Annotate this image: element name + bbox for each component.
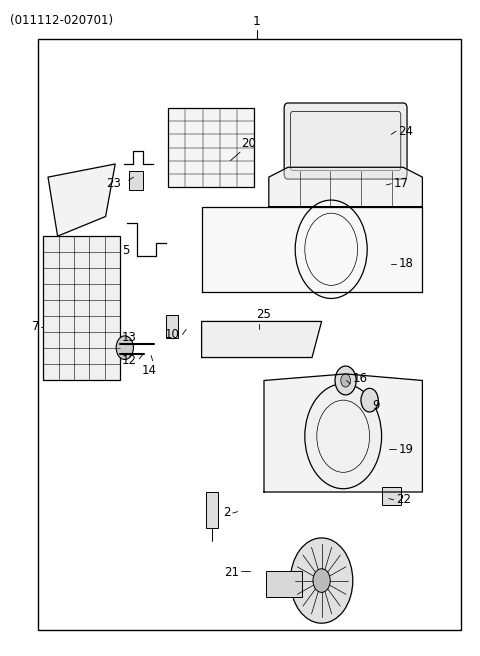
Text: 2: 2 [223, 506, 230, 520]
Circle shape [295, 200, 367, 298]
Text: 5: 5 [122, 244, 129, 257]
Bar [43, 236, 120, 380]
Bar [266, 571, 302, 597]
Text: 14: 14 [141, 364, 156, 377]
Circle shape [361, 388, 378, 412]
Text: 7: 7 [32, 320, 39, 333]
Circle shape [290, 538, 353, 623]
Circle shape [335, 366, 356, 395]
Text: 21: 21 [224, 565, 239, 579]
Polygon shape [48, 164, 115, 236]
Bar [168, 108, 254, 187]
Polygon shape [202, 321, 322, 358]
Polygon shape [269, 167, 422, 207]
Text: 12: 12 [122, 354, 137, 367]
Text: 13: 13 [122, 331, 137, 344]
Text: 16: 16 [353, 372, 368, 385]
Circle shape [341, 374, 350, 387]
Text: 10: 10 [165, 328, 180, 341]
Text: 24: 24 [398, 125, 413, 138]
Circle shape [313, 569, 330, 592]
Circle shape [305, 384, 382, 489]
Text: 25: 25 [257, 308, 271, 321]
Text: 9: 9 [372, 399, 380, 412]
Text: 20: 20 [241, 136, 256, 150]
Bar [382, 487, 401, 505]
Text: 1: 1 [253, 14, 261, 28]
Bar [166, 315, 178, 338]
Text: (011112-020701): (011112-020701) [10, 14, 113, 28]
Bar [129, 171, 143, 190]
Text: 22: 22 [396, 493, 411, 506]
Polygon shape [202, 207, 422, 292]
Text: 23: 23 [106, 177, 121, 190]
Text: 19: 19 [398, 443, 413, 456]
Circle shape [116, 336, 133, 359]
Polygon shape [264, 374, 422, 492]
Text: 17: 17 [394, 177, 408, 190]
FancyBboxPatch shape [284, 103, 407, 179]
Bar [206, 492, 218, 528]
Text: 18: 18 [398, 257, 413, 270]
